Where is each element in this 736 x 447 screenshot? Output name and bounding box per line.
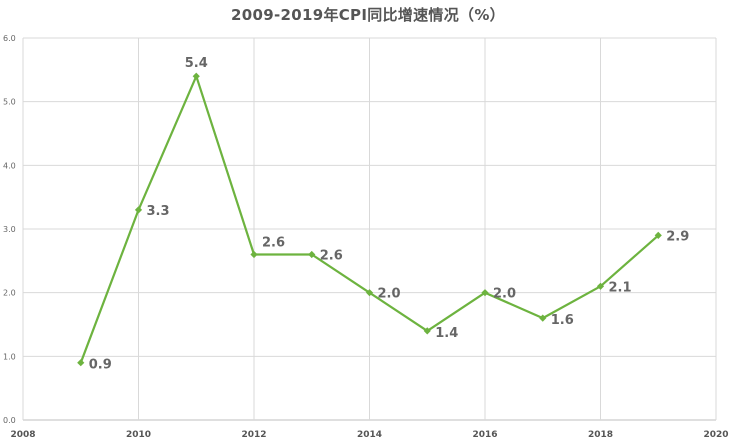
data-label: 1.6 [551, 313, 574, 328]
y-tick-label: 1.0 [3, 352, 16, 361]
data-label: 2.0 [493, 287, 516, 302]
data-point [654, 231, 662, 239]
x-tick-label: 2020 [703, 430, 728, 440]
x-tick-label: 2016 [472, 430, 497, 440]
data-label: 5.4 [185, 56, 208, 71]
y-tick-label: 3.0 [3, 225, 16, 234]
data-point [423, 327, 431, 335]
data-point [250, 250, 258, 259]
data-label: 2.6 [320, 248, 343, 263]
y-tick-label: 6.0 [3, 34, 16, 43]
data-point [308, 250, 316, 259]
x-tick-label: 2008 [10, 430, 35, 440]
chart-title: 2009-2019年CPI同比增速情况（%） [231, 6, 505, 24]
data-label: 2.9 [666, 229, 689, 244]
data-point [481, 289, 489, 297]
gridlines [22, 37, 717, 421]
data-point [192, 72, 200, 80]
y-tick-label: 5.0 [3, 98, 16, 107]
x-axis-ticks: 2008 2010 2012 2014 2016 2018 2020 [10, 430, 728, 440]
data-label: 0.9 [89, 358, 112, 373]
series-cpi [77, 72, 662, 367]
y-tick-label: 4.0 [3, 161, 16, 170]
data-point [134, 206, 143, 214]
data-label: 2.1 [609, 280, 632, 295]
y-axis-ticks: 0.0 1.0 2.0 3.0 4.0 5.0 6.0 [3, 34, 16, 425]
x-tick-label: 2012 [241, 430, 266, 440]
data-label: 3.3 [147, 204, 170, 219]
data-label: 2.6 [262, 235, 285, 250]
data-point [365, 289, 374, 297]
x-tick-label: 2014 [357, 430, 382, 440]
data-point [77, 359, 85, 367]
data-point [596, 282, 605, 290]
data-label: 1.4 [435, 326, 458, 341]
x-tick-label: 2018 [588, 430, 613, 440]
y-tick-label: 2.0 [3, 289, 16, 298]
y-tick-label: 0.0 [3, 416, 16, 425]
x-tick-label: 2010 [126, 430, 151, 440]
data-point [539, 314, 547, 322]
data-labels: 0.9 3.3 5.4 2.6 2.6 2.0 1.4 2.0 1.6 2.1 2.9 [89, 56, 690, 373]
data-label: 2.0 [378, 287, 401, 302]
